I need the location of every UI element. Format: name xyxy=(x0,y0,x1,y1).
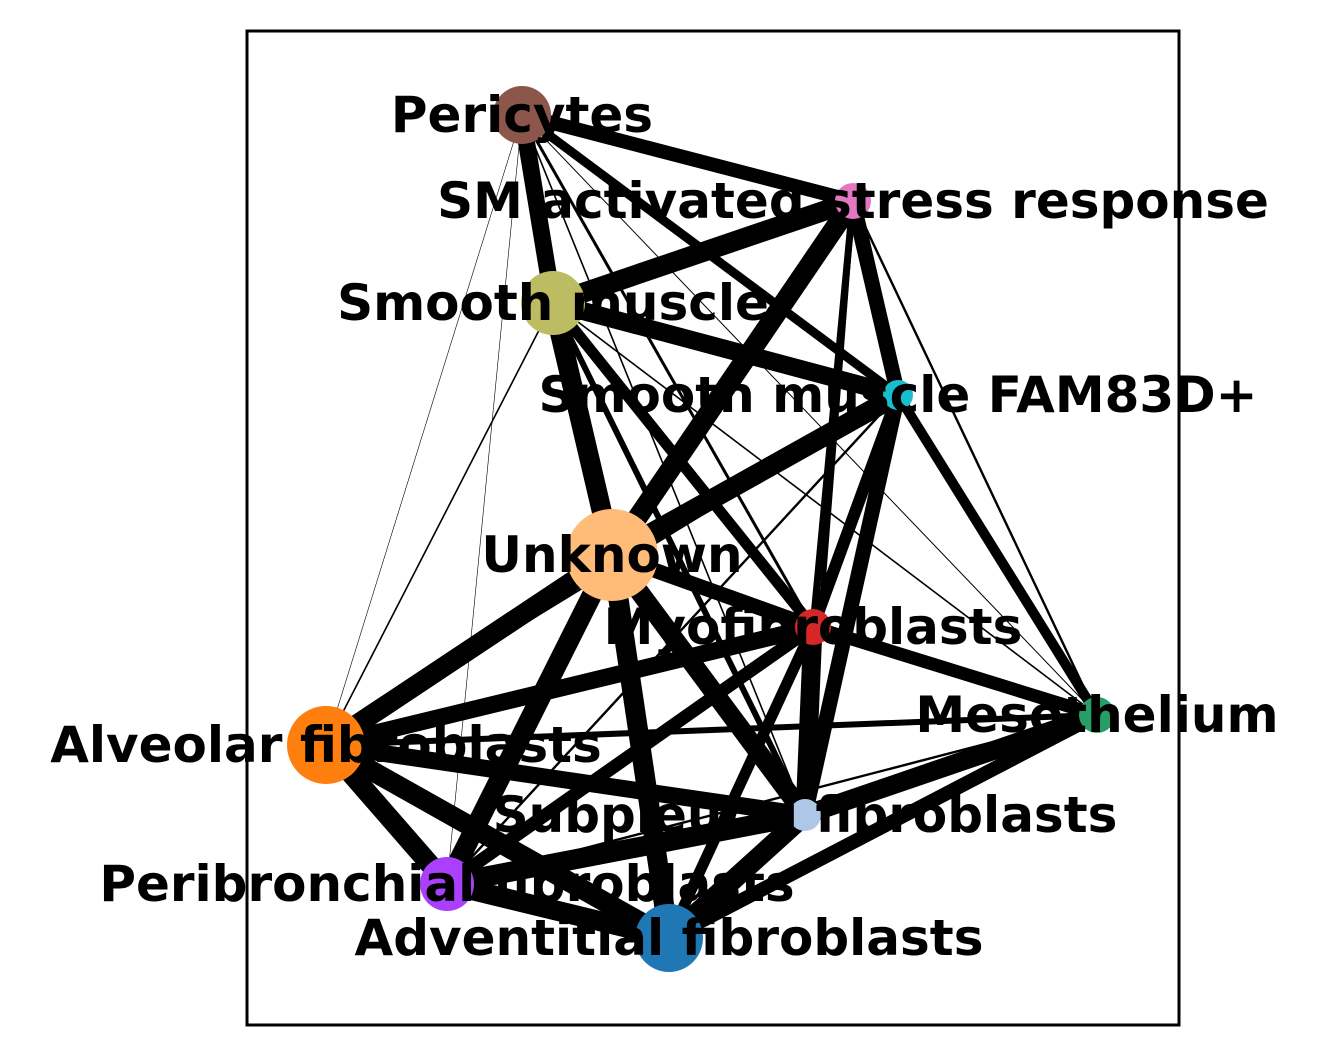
node-adventitial_fibroblasts xyxy=(635,904,703,972)
node-label-mesothelium: Mesothelium xyxy=(915,686,1278,744)
edge-pericytes-myofibroblasts xyxy=(520,114,815,628)
node-label-alveolar_fibroblasts: Alveolar fibroblasts xyxy=(50,716,602,774)
node-label-smooth_muscle: Smooth muscle xyxy=(337,274,769,332)
edge-unknown-alveolar_fibroblasts xyxy=(320,546,618,754)
edge-subpleural_fibroblasts-peribronchial_fibroblasts xyxy=(445,805,807,894)
edge-smooth_muscle_fam83d-subpleural_fibroblasts xyxy=(797,393,906,817)
node-smooth_muscle_fam83d xyxy=(883,380,913,410)
labels-layer: Pericytes SM activated stress response Smo… xyxy=(50,86,1278,967)
node-mesothelium xyxy=(1079,697,1115,733)
edge-mesothelium-subpleural_fibroblasts xyxy=(801,706,1101,824)
node-subpleural_fibroblasts xyxy=(789,799,821,831)
nodes-layer xyxy=(287,86,1115,972)
node-label-peribronchial_fibroblasts: Peribronchial fibroblasts xyxy=(99,855,794,913)
node-sm_activated xyxy=(835,183,871,219)
edge-smooth_muscle-mesothelium xyxy=(552,302,1098,716)
node-smooth_muscle xyxy=(521,271,585,335)
node-peribronchial_fibroblasts xyxy=(420,857,474,911)
edge-smooth_muscle-myofibroblasts xyxy=(548,299,818,631)
node-label-subpleural_fibroblasts: Subpleural fibroblasts xyxy=(493,786,1118,844)
node-unknown xyxy=(566,509,658,601)
edge-pericytes-mesothelium xyxy=(521,114,1098,716)
edge-myofibroblasts-subpleural_fibroblasts xyxy=(795,626,823,816)
edge-unknown-subpleural_fibroblasts xyxy=(604,549,813,821)
edge-myofibroblasts-mesothelium xyxy=(811,620,1099,722)
edge-sm_activated-smooth_muscle xyxy=(549,191,857,313)
node-myofibroblasts xyxy=(795,609,831,645)
edge-smooth_muscle-alveolar_fibroblasts xyxy=(325,302,554,746)
edge-mesothelium-alveolar_fibroblasts xyxy=(325,712,1098,748)
edge-smooth_muscle_fam83d-mesothelium xyxy=(893,392,1102,718)
edge-sm_activated-smooth_muscle_fam83d xyxy=(845,199,906,397)
edge-myofibroblasts-adventitial_fibroblasts xyxy=(664,624,818,941)
node-label-unknown: Unknown xyxy=(481,526,742,584)
node-label-smooth_muscle_fam83d: Smooth muscle FAM83D+ xyxy=(538,366,1257,424)
node-label-pericytes: Pericytes xyxy=(391,86,653,144)
edge-pericytes-sm_activated xyxy=(520,108,855,208)
node-label-sm_activated: SM activated stress response xyxy=(437,172,1269,230)
edge-myofibroblasts-alveolar_fibroblasts xyxy=(323,618,816,754)
node-label-myofibroblasts: Myofibroblasts xyxy=(604,598,1023,656)
edge-smooth_muscle-smooth_muscle_fam83d xyxy=(550,294,901,404)
edge-alveolar_fibroblasts-adventitial_fibroblasts xyxy=(321,736,674,947)
node-pericytes xyxy=(493,86,551,144)
edge-smooth_muscle_fam83d-unknown xyxy=(607,386,903,564)
edge-sm_activated-mesothelium xyxy=(851,200,1099,716)
edge-alveolar_fibroblasts-subpleural_fibroblasts xyxy=(324,736,807,824)
edge-sm_activated-unknown xyxy=(603,195,862,561)
edge-mesothelium-adventitial_fibroblasts xyxy=(665,708,1101,945)
edge-pericytes-peribronchial_fibroblasts xyxy=(446,114,523,885)
edge-peribronchial_fibroblasts-adventitial_fibroblasts xyxy=(444,874,672,948)
plot-frame xyxy=(245,29,1181,1027)
node-label-adventitial_fibroblasts: Adventitial fibroblasts xyxy=(355,909,984,967)
edge-pericytes-alveolar_fibroblasts xyxy=(325,114,523,746)
node-alveolar_fibroblasts xyxy=(287,706,365,784)
